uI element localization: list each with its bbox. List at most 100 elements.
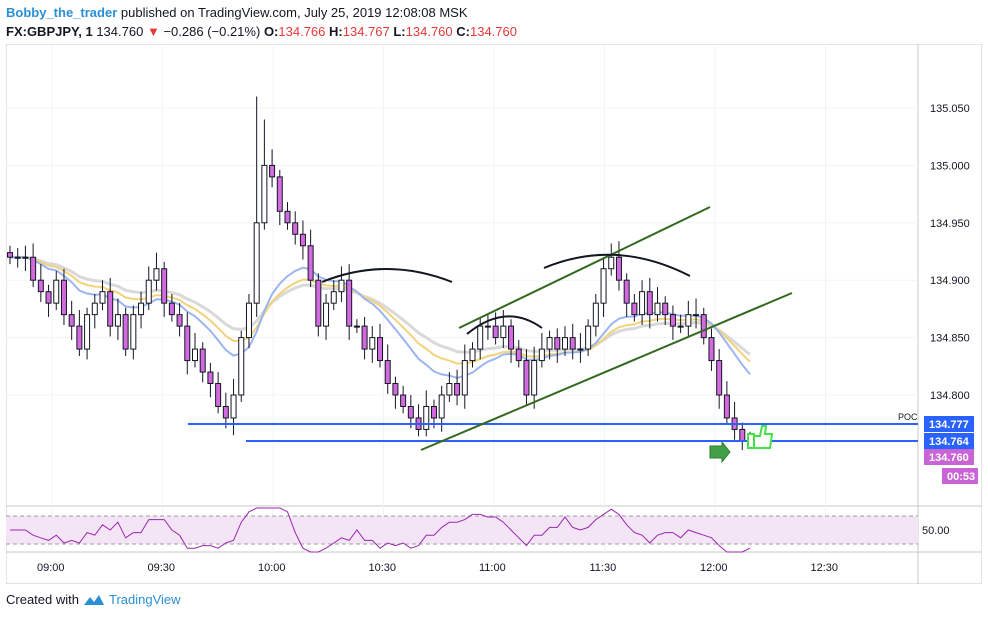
candle[interactable] — [45, 284, 52, 317]
candle[interactable] — [623, 273, 630, 317]
candle[interactable] — [407, 395, 414, 429]
price-badge[interactable]: 134.777 — [924, 416, 974, 432]
candle[interactable] — [654, 287, 661, 322]
candle[interactable] — [346, 264, 353, 340]
price-badge[interactable]: 134.760 — [924, 449, 974, 465]
price-badge[interactable]: 134.764 — [924, 433, 974, 449]
candle[interactable] — [315, 273, 322, 337]
candle[interactable] — [384, 344, 391, 394]
candle[interactable] — [669, 305, 676, 340]
price-chart[interactable]: 135.050 135.000 134.950 134.900 134.850 134.8… — [5, 43, 983, 585]
candle[interactable] — [192, 333, 198, 368]
candle[interactable] — [523, 349, 530, 406]
candle[interactable] — [361, 316, 368, 360]
candle[interactable] — [461, 344, 468, 409]
candle[interactable] — [307, 229, 314, 288]
candle[interactable] — [639, 280, 646, 325]
candle[interactable] — [207, 362, 214, 398]
price-badge[interactable]: 00:53 — [942, 468, 978, 484]
candle[interactable] — [53, 271, 60, 311]
candle[interactable] — [508, 319, 515, 363]
candle[interactable] — [600, 257, 607, 317]
candle[interactable] — [323, 293, 330, 340]
price-axis[interactable]: 135.050 135.000 134.950 134.900 134.850 134.8… — [898, 103, 978, 484]
candle[interactable] — [238, 330, 245, 402]
candle[interactable] — [538, 333, 545, 368]
candle[interactable] — [138, 291, 145, 329]
candle[interactable] — [299, 220, 306, 260]
candle[interactable] — [700, 307, 707, 345]
candle[interactable] — [723, 381, 730, 425]
candle[interactable] — [423, 390, 430, 437]
candle[interactable] — [84, 307, 91, 360]
candle[interactable] — [446, 372, 453, 402]
candle[interactable] — [469, 342, 476, 368]
time-axis[interactable]: 09:00 09:30 10:00 10:30 11:00 11:30 12:00 12:30 — [37, 562, 838, 574]
author-link[interactable]: Bobby_the_trader — [6, 5, 118, 20]
candle[interactable] — [569, 323, 576, 360]
candle[interactable] — [546, 330, 553, 360]
candle[interactable] — [708, 328, 715, 371]
candle[interactable] — [91, 293, 98, 329]
candle[interactable] — [531, 346, 538, 409]
candle[interactable] — [199, 342, 206, 383]
candle[interactable] — [562, 326, 568, 356]
candle[interactable] — [130, 305, 137, 360]
candle[interactable] — [30, 243, 37, 288]
candle[interactable] — [176, 303, 183, 337]
candle[interactable] — [685, 300, 692, 337]
candle[interactable] — [168, 293, 175, 322]
candle[interactable] — [554, 328, 561, 363]
candle[interactable] — [631, 293, 638, 322]
candle[interactable] — [338, 266, 345, 303]
candle[interactable] — [253, 96, 260, 317]
drawings[interactable] — [188, 206, 918, 464]
candle[interactable] — [153, 252, 160, 291]
candle[interactable] — [269, 149, 276, 188]
tradingview-brand[interactable]: TradingView — [108, 592, 181, 607]
candle[interactable] — [585, 319, 592, 356]
candle[interactable] — [353, 319, 360, 334]
candle[interactable] — [99, 280, 106, 311]
candle[interactable] — [60, 268, 67, 325]
candle[interactable] — [615, 241, 622, 291]
candle[interactable] — [114, 298, 121, 340]
candle[interactable] — [122, 307, 129, 356]
candle[interactable] — [515, 339, 522, 368]
candle[interactable] — [454, 369, 461, 406]
candle[interactable] — [161, 261, 168, 317]
candle[interactable] — [484, 314, 491, 340]
candle[interactable] — [608, 243, 615, 276]
candle[interactable] — [646, 277, 653, 329]
candle[interactable] — [677, 314, 684, 334]
rsi-panel[interactable] — [6, 507, 918, 553]
candle[interactable] — [230, 378, 237, 436]
candle[interactable] — [592, 293, 599, 337]
candle[interactable] — [400, 385, 407, 414]
candle[interactable] — [662, 296, 669, 325]
candle[interactable] — [330, 280, 337, 311]
candle[interactable] — [14, 248, 21, 268]
candle[interactable] — [76, 310, 83, 356]
candle[interactable] — [577, 333, 584, 363]
candle[interactable] — [107, 277, 114, 337]
candle[interactable] — [184, 312, 191, 375]
candle[interactable] — [261, 119, 268, 230]
candle[interactable] — [145, 266, 152, 311]
candle[interactable] — [693, 298, 700, 329]
candle[interactable] — [22, 245, 29, 272]
channel-upper-line[interactable] — [458, 206, 711, 329]
candle[interactable] — [245, 293, 252, 348]
candle[interactable] — [292, 211, 299, 245]
candle[interactable] — [37, 264, 44, 303]
chart-area[interactable]: 135.050 135.000 134.950 134.900 134.850 134.8… — [5, 43, 983, 585]
candle[interactable] — [377, 323, 383, 368]
left-shoulder-arc[interactable] — [321, 268, 453, 283]
candle[interactable] — [392, 376, 399, 409]
channel-lower-line[interactable] — [420, 292, 793, 451]
candle[interactable] — [222, 392, 229, 429]
candle[interactable] — [68, 300, 75, 340]
head-arc[interactable] — [543, 253, 691, 277]
neck-arc[interactable] — [466, 315, 543, 335]
candles[interactable] — [7, 96, 753, 451]
